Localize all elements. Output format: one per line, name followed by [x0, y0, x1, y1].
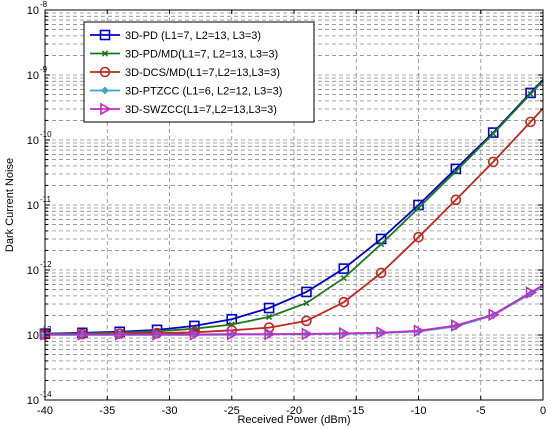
data-point-triangle [189, 328, 202, 341]
x-tick-label: -35 [99, 405, 115, 417]
data-point-square [525, 87, 536, 99]
data-point-x [101, 50, 109, 57]
data-point-triangle [100, 102, 112, 116]
data-point-x [490, 130, 497, 137]
series-5 [40, 284, 544, 341]
y-tick-label: 10 [27, 395, 39, 407]
y-tick-label-exponent: -14 [40, 390, 52, 399]
legend-item: 3D-PD/MD(L1=7, L2=13, L3=3) [90, 49, 278, 61]
x-tick-label: -25 [224, 405, 240, 417]
data-point-circle [525, 116, 536, 128]
legend-label: 3D-PD (L1=7, L2=13, L3=3) [125, 30, 261, 42]
y-tick-label-exponent: -12 [40, 260, 52, 269]
y-tick-label-exponent: -13 [40, 325, 52, 334]
legend-item: 3D-PD (L1=7, L2=13, L3=3) [90, 29, 261, 42]
y-tick-label: 10 [27, 200, 39, 212]
data-point-triangle [376, 326, 388, 339]
legend-label: 3D-PTZCC (L1=6, L2=12, L3=3) [125, 86, 282, 98]
x-tick-label: -10 [411, 405, 427, 417]
y-axis-label: Dark Current Noise [4, 158, 16, 252]
data-point-square [99, 29, 111, 41]
data-point-square [413, 199, 424, 211]
y-tick-label-exponent: -11 [40, 195, 52, 204]
data-point-triangle [301, 327, 314, 341]
y-tick-label: 10 [27, 265, 39, 277]
data-point-square [189, 320, 200, 332]
legend-item: 3D-PTZCC (L1=6, L2=12, L3=3) [90, 86, 282, 98]
data-point-x [452, 168, 459, 175]
y-tick-label: 10 [27, 5, 39, 17]
data-point-circle [487, 156, 499, 168]
data-point-circle [375, 267, 387, 279]
x-tick-label: -40 [37, 405, 53, 417]
legend-label: 3D-PD/MD(L1=7, L2=13, L3=3) [125, 49, 278, 61]
data-point-x [527, 90, 534, 98]
data-point-circle [413, 231, 424, 243]
data-point-x [378, 241, 385, 248]
data-point-triangle [226, 327, 239, 341]
data-point-square [263, 302, 275, 314]
legend-label: 3D-SWZCC(L1=7,L2=13,L3=3) [125, 104, 277, 116]
data-point-triangle [413, 324, 426, 338]
data-point-square [301, 286, 312, 298]
data-point-x [415, 204, 422, 212]
series-line [44, 79, 544, 335]
data-point-triangle [451, 319, 463, 332]
data-point-triangle [152, 328, 164, 341]
y-tick-label-exponent: -9 [40, 65, 48, 74]
data-point-x [303, 299, 310, 307]
y-tick-label: 10 [27, 135, 39, 147]
data-point-triangle [339, 326, 351, 340]
legend-box [83, 21, 315, 123]
data-point-triangle [77, 328, 89, 341]
x-tick-label: -5 [476, 405, 486, 417]
x-tick-label: 0 [540, 405, 546, 417]
data-point-circle [338, 296, 350, 308]
y-tick-label-exponent: -10 [40, 130, 52, 139]
series-line [45, 284, 544, 336]
data-point-x [340, 275, 347, 282]
data-point-square [450, 163, 462, 175]
data-point-triangle [114, 328, 127, 341]
ticks: -40 -35 -30 -25 -20 -15 -10 -5 010-1410-1310-121… [27, 0, 546, 417]
data-point-circle [450, 194, 462, 206]
data-point-diamond [101, 86, 109, 95]
y-tick-label: 10 [27, 70, 39, 82]
data-point-circle [99, 66, 111, 78]
legend-label: 3D-DCS/MD(L1=7,L2=13,L3=3) [125, 67, 280, 79]
legend-item: 3D-DCS/MD(L1=7,L2=13,L3=3) [90, 66, 280, 79]
series-line [44, 107, 544, 336]
data-point-triangle [525, 286, 538, 299]
y-tick-label: 10 [27, 330, 39, 342]
legend: 3D-PD (L1=7, L2=13, L3=3) 3D-PD/MD(L1=7, … [83, 21, 315, 123]
x-axis-label: Received Power (dBm) [237, 414, 350, 426]
data-point-square [487, 127, 499, 138]
data-point-square [338, 263, 350, 274]
y-tick-label-exponent: -8 [40, 0, 48, 9]
x-tick-label: -20 [286, 405, 302, 417]
data-point-triangle [264, 327, 276, 341]
data-point-x [266, 313, 273, 320]
legend-item: 3D-SWZCC(L1=7,L2=13,L3=3) [90, 102, 277, 116]
series-group [39, 79, 544, 341]
x-tick-label: -15 [348, 405, 364, 417]
data-point-triangle [488, 308, 500, 322]
data-point-circle [301, 315, 312, 327]
x-tick-label: -30 [162, 405, 178, 417]
